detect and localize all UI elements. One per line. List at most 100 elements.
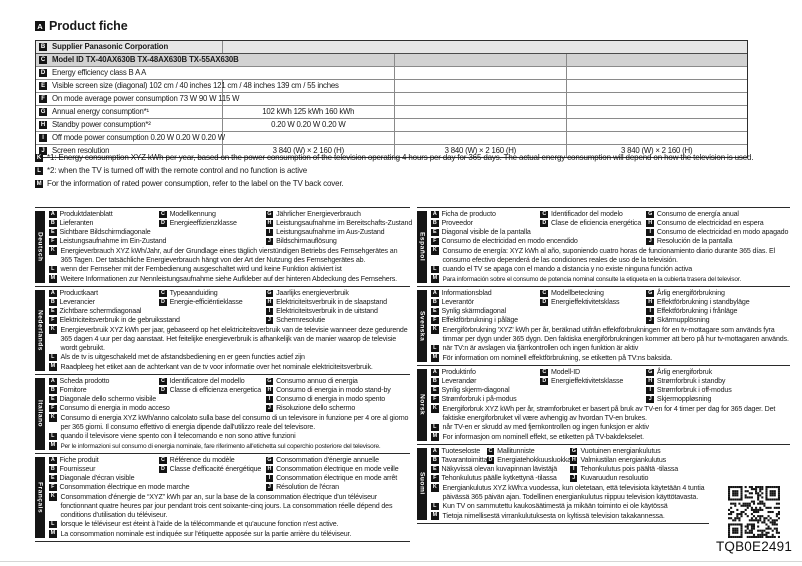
- letter-badge-h: H: [646, 377, 654, 386]
- note-m: M För information om nominell effektförbr…: [431, 354, 790, 363]
- entry-d: D Energieffektivitetsklass: [540, 298, 646, 307]
- letter-badge-g: G: [646, 289, 654, 298]
- language-label-bar: Français: [35, 456, 45, 538]
- column-divider: [566, 80, 568, 92]
- entry-label: Consumo de electricidad en espera: [656, 219, 764, 227]
- entry-label: Leistungsaufnahme im Aus-Zustand: [276, 228, 385, 236]
- column-divider: [222, 132, 224, 144]
- entry-label: Classe di efficienza energetica: [169, 386, 262, 394]
- lang-block-français: Français A Fiche produit C Référence du modè…: [35, 454, 410, 542]
- column-divider: [394, 106, 396, 118]
- entry-c: C Modellbeteckning: [540, 289, 646, 298]
- letter-badge-l: L: [35, 166, 43, 175]
- footnote-l: L *2: when the TV is turned off with the…: [35, 166, 777, 176]
- screen-resolution-value-2: 3 840 (W) × 2 160 (H): [444, 146, 517, 155]
- letter-badge-i: I: [646, 307, 654, 316]
- entry-label: Valmiustilan energiankulutus: [580, 456, 667, 464]
- entry-label: Zichtbare schermdiagonaal: [59, 307, 142, 315]
- note-m: M Raadpleeg het etiket aan de achterkant …: [49, 363, 410, 372]
- entry-g: G Consumo annuo di energia: [265, 377, 410, 386]
- entry-a: A Tuoteseloste: [431, 447, 487, 456]
- entry-f: F Consumo di energia in modo acceso: [49, 404, 266, 413]
- letter-badge-a: A: [431, 368, 439, 377]
- letter-badge-b: B: [49, 219, 57, 228]
- letter-badge-j: J: [265, 483, 274, 492]
- entry-label: Lieferanten: [59, 219, 94, 227]
- entry-e: E Sichtbare Bildschirmdiagonale: [49, 228, 266, 237]
- language-label-bar: Norsk: [417, 368, 427, 441]
- entry-g: G Årlig energiforbruk: [646, 368, 790, 377]
- column-divider: [566, 106, 568, 118]
- column-divider: [222, 41, 224, 53]
- entry-label: Consommation d'énergie annuelle: [276, 456, 379, 464]
- entry-label: Synlig skärmdiagonal: [441, 307, 507, 315]
- entry-label: Résolution de l'écran: [276, 483, 339, 491]
- entry-f: F Tehonkulutus päälle kytkettynä -tilassa: [431, 474, 570, 483]
- language-name: Français: [36, 481, 44, 513]
- entry-label: Diagonale dello schermo visibile: [59, 395, 157, 403]
- entry-label: Leistungsaufnahme im Ein-Zustand: [59, 237, 167, 245]
- language-label-bar: Español: [417, 210, 427, 283]
- lang-block-suomi: Suomi A Tuoteseloste C Mallitunniste G Vuotuin…: [417, 445, 709, 524]
- letter-badge-k: K: [431, 247, 439, 255]
- letter-badge-e: E: [431, 228, 439, 237]
- entry-label: Produktinfo: [441, 368, 476, 376]
- language-column-left: Deutsch A Produktdatenblatt C Modellkennung G…: [35, 207, 412, 542]
- entry-label: Risoluzione dello schermo: [276, 404, 356, 412]
- entry-label: Ficha de producto: [441, 210, 496, 218]
- entry-label: Fornitore: [59, 386, 87, 394]
- letter-badge-b: B: [39, 43, 47, 51]
- entry-label: Effektförbrukning i påläge: [441, 316, 519, 324]
- note-text: wenn der Fernseher mit der Fernbedienung…: [60, 265, 342, 273]
- entry-label: Effektförbrukning i frånläge: [656, 307, 738, 315]
- entry-label: Consumo de electricidad en modo encendid…: [441, 237, 578, 245]
- entry-label: Synlig skjerm-diagonal: [441, 386, 510, 394]
- letter-badge-i: I: [39, 134, 47, 142]
- footnote-m: M For the information of rated power con…: [35, 179, 777, 189]
- entry-c: C Identificador del modelo: [540, 210, 646, 219]
- entry-h: H Leistungsaufnahme im Bereitschafts-Zust…: [265, 219, 412, 228]
- language-name: Norsk: [418, 394, 426, 416]
- entry-label: Energieffektivitetsklasse: [550, 377, 624, 385]
- entry-b: B Leverandør: [431, 377, 540, 386]
- language-name: Deutsch: [36, 231, 44, 262]
- letter-badge-i: I: [265, 474, 274, 483]
- entry-b: B Proveedor: [431, 219, 540, 228]
- entry-j: J Resolución de la pantalla: [646, 237, 790, 246]
- footnote-k-text: *1: Energy consumption XYZ kWh per year,…: [47, 153, 754, 162]
- entry-e: E Zichtbare schermdiagonaal: [49, 307, 266, 316]
- letter-badge-h: H: [265, 219, 274, 228]
- entry-label: Strømforbruk i på-modus: [441, 395, 517, 403]
- entry-d: D Energie-efficiëntieklasse: [159, 298, 265, 307]
- letter-badge-d: D: [486, 456, 495, 465]
- entry-c: C Identificatore del modello: [159, 377, 265, 386]
- note-m: M Weitere Informationen zur Nennleistungs…: [49, 275, 410, 284]
- letter-badge-c: C: [486, 447, 495, 456]
- note-text: Consumo de energía: XYZ kWh al año, supo…: [442, 246, 776, 264]
- entry-label: Diagonal visible de la pantalla: [441, 228, 531, 236]
- entry-label: Fiche produit: [59, 456, 99, 464]
- language-name: Italiano: [36, 400, 44, 428]
- entry-label: Typeaanduiding: [169, 289, 218, 297]
- letter-badge-a: A: [35, 21, 45, 31]
- note-k: K Energiankulutus XYZ kWh:a vuodessa, kun…: [431, 484, 709, 502]
- entry-label: Consumo di energia in modo stand-by: [276, 386, 391, 394]
- language-label-bar: Nederlands: [35, 289, 45, 371]
- page-title: Product fiche: [49, 19, 128, 33]
- language-name: Suomi: [418, 472, 426, 496]
- entry-c: C Modellkennung: [159, 210, 265, 219]
- entry-label: Leverantör: [441, 298, 475, 306]
- entry-d: D Clase de eficiencia energética: [540, 219, 646, 228]
- entry-label: Proveedor: [441, 219, 474, 227]
- lang-block-español: Español A Ficha de producto C Identificador …: [417, 207, 790, 287]
- entry-label: Tavarantoimittaja: [441, 456, 493, 464]
- letter-badge-c: C: [159, 289, 167, 298]
- letter-badge-l: L: [49, 432, 57, 441]
- letter-badge-l: L: [431, 423, 439, 432]
- screen-resolution-label: Screen resolution: [52, 146, 110, 155]
- entry-i: I Strømforbruk i off-modus: [646, 386, 790, 395]
- entry-g: G Jaarlijks energieverbruik: [265, 289, 410, 298]
- letter-badge-c: C: [540, 368, 548, 377]
- entry-d: D Energieffektivitetsklasse: [540, 377, 646, 386]
